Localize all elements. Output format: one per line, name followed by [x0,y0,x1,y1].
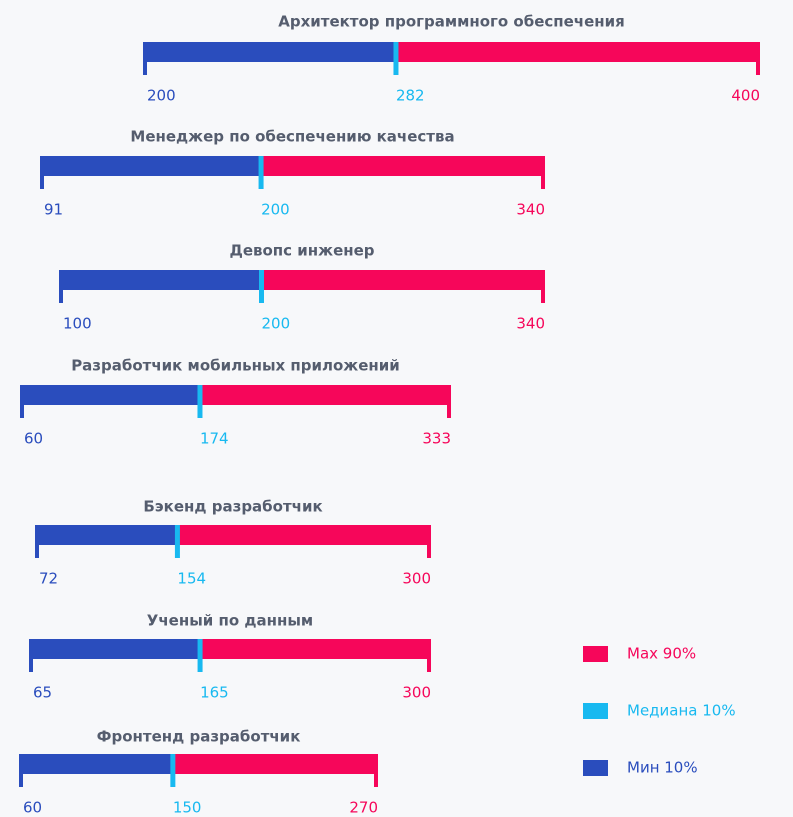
row-title: Ученый по данным [147,612,313,630]
median-label: 174 [200,430,229,448]
min-segment [29,639,201,659]
min-label: 72 [39,570,58,588]
row-title: Разработчик мобильных приложений [71,357,400,375]
min-segment [35,525,178,545]
median-marker [393,42,399,75]
min-cap [143,42,147,75]
median-marker [258,156,264,189]
legend-swatch [583,646,608,662]
median-label: 165 [200,684,229,702]
max-label: 333 [422,430,451,448]
max-cap [427,525,431,558]
min-cap [35,525,39,558]
legend-label: Медиана 10% [627,702,736,720]
median-label: 150 [173,799,202,817]
max-segment [177,525,431,545]
median-label: 200 [262,315,291,333]
row-title: Менеджер по обеспечению качества [130,128,454,146]
legend-swatch [583,760,608,776]
max-label: 340 [516,201,545,219]
max-cap [541,156,545,189]
max-segment [261,156,545,176]
max-label: 270 [349,799,378,817]
max-label: 300 [402,570,431,588]
min-segment [59,270,262,290]
min-segment [40,156,262,176]
median-label: 282 [396,87,425,105]
row-title: Архитектор программного обеспечения [278,13,625,31]
max-segment [199,385,451,405]
min-label: 91 [44,201,63,219]
row-title: Бэкенд разработчик [143,498,322,516]
max-segment [200,639,431,659]
max-label: 400 [731,87,760,105]
median-marker [197,385,203,418]
legend-label: Max 90% [627,645,696,663]
max-segment [261,270,545,290]
max-label: 300 [402,684,431,702]
min-label: 60 [24,430,43,448]
min-segment [143,42,396,62]
max-label: 340 [516,315,545,333]
min-label: 200 [147,87,176,105]
min-label: 100 [63,315,92,333]
max-cap [374,754,378,787]
min-segment [20,385,200,405]
min-segment [19,754,173,774]
median-marker [197,639,203,672]
max-cap [541,270,545,303]
min-cap [40,156,44,189]
max-segment [395,42,760,62]
min-label: 65 [33,684,52,702]
max-cap [427,639,431,672]
median-label: 154 [177,570,206,588]
legend-swatch [583,703,608,719]
min-cap [29,639,33,672]
min-label: 60 [23,799,42,817]
min-cap [20,385,24,418]
median-marker [170,754,176,787]
median-marker [174,525,180,558]
median-label: 200 [261,201,290,219]
row-title: Фронтенд разработчик [97,728,301,746]
max-cap [447,385,451,418]
legend-label: Мин 10% [627,759,698,777]
row-title: Девопс инженер [229,242,374,260]
min-cap [59,270,63,303]
median-marker [259,270,264,303]
max-segment [172,754,378,774]
max-cap [756,42,760,75]
min-cap [19,754,23,787]
